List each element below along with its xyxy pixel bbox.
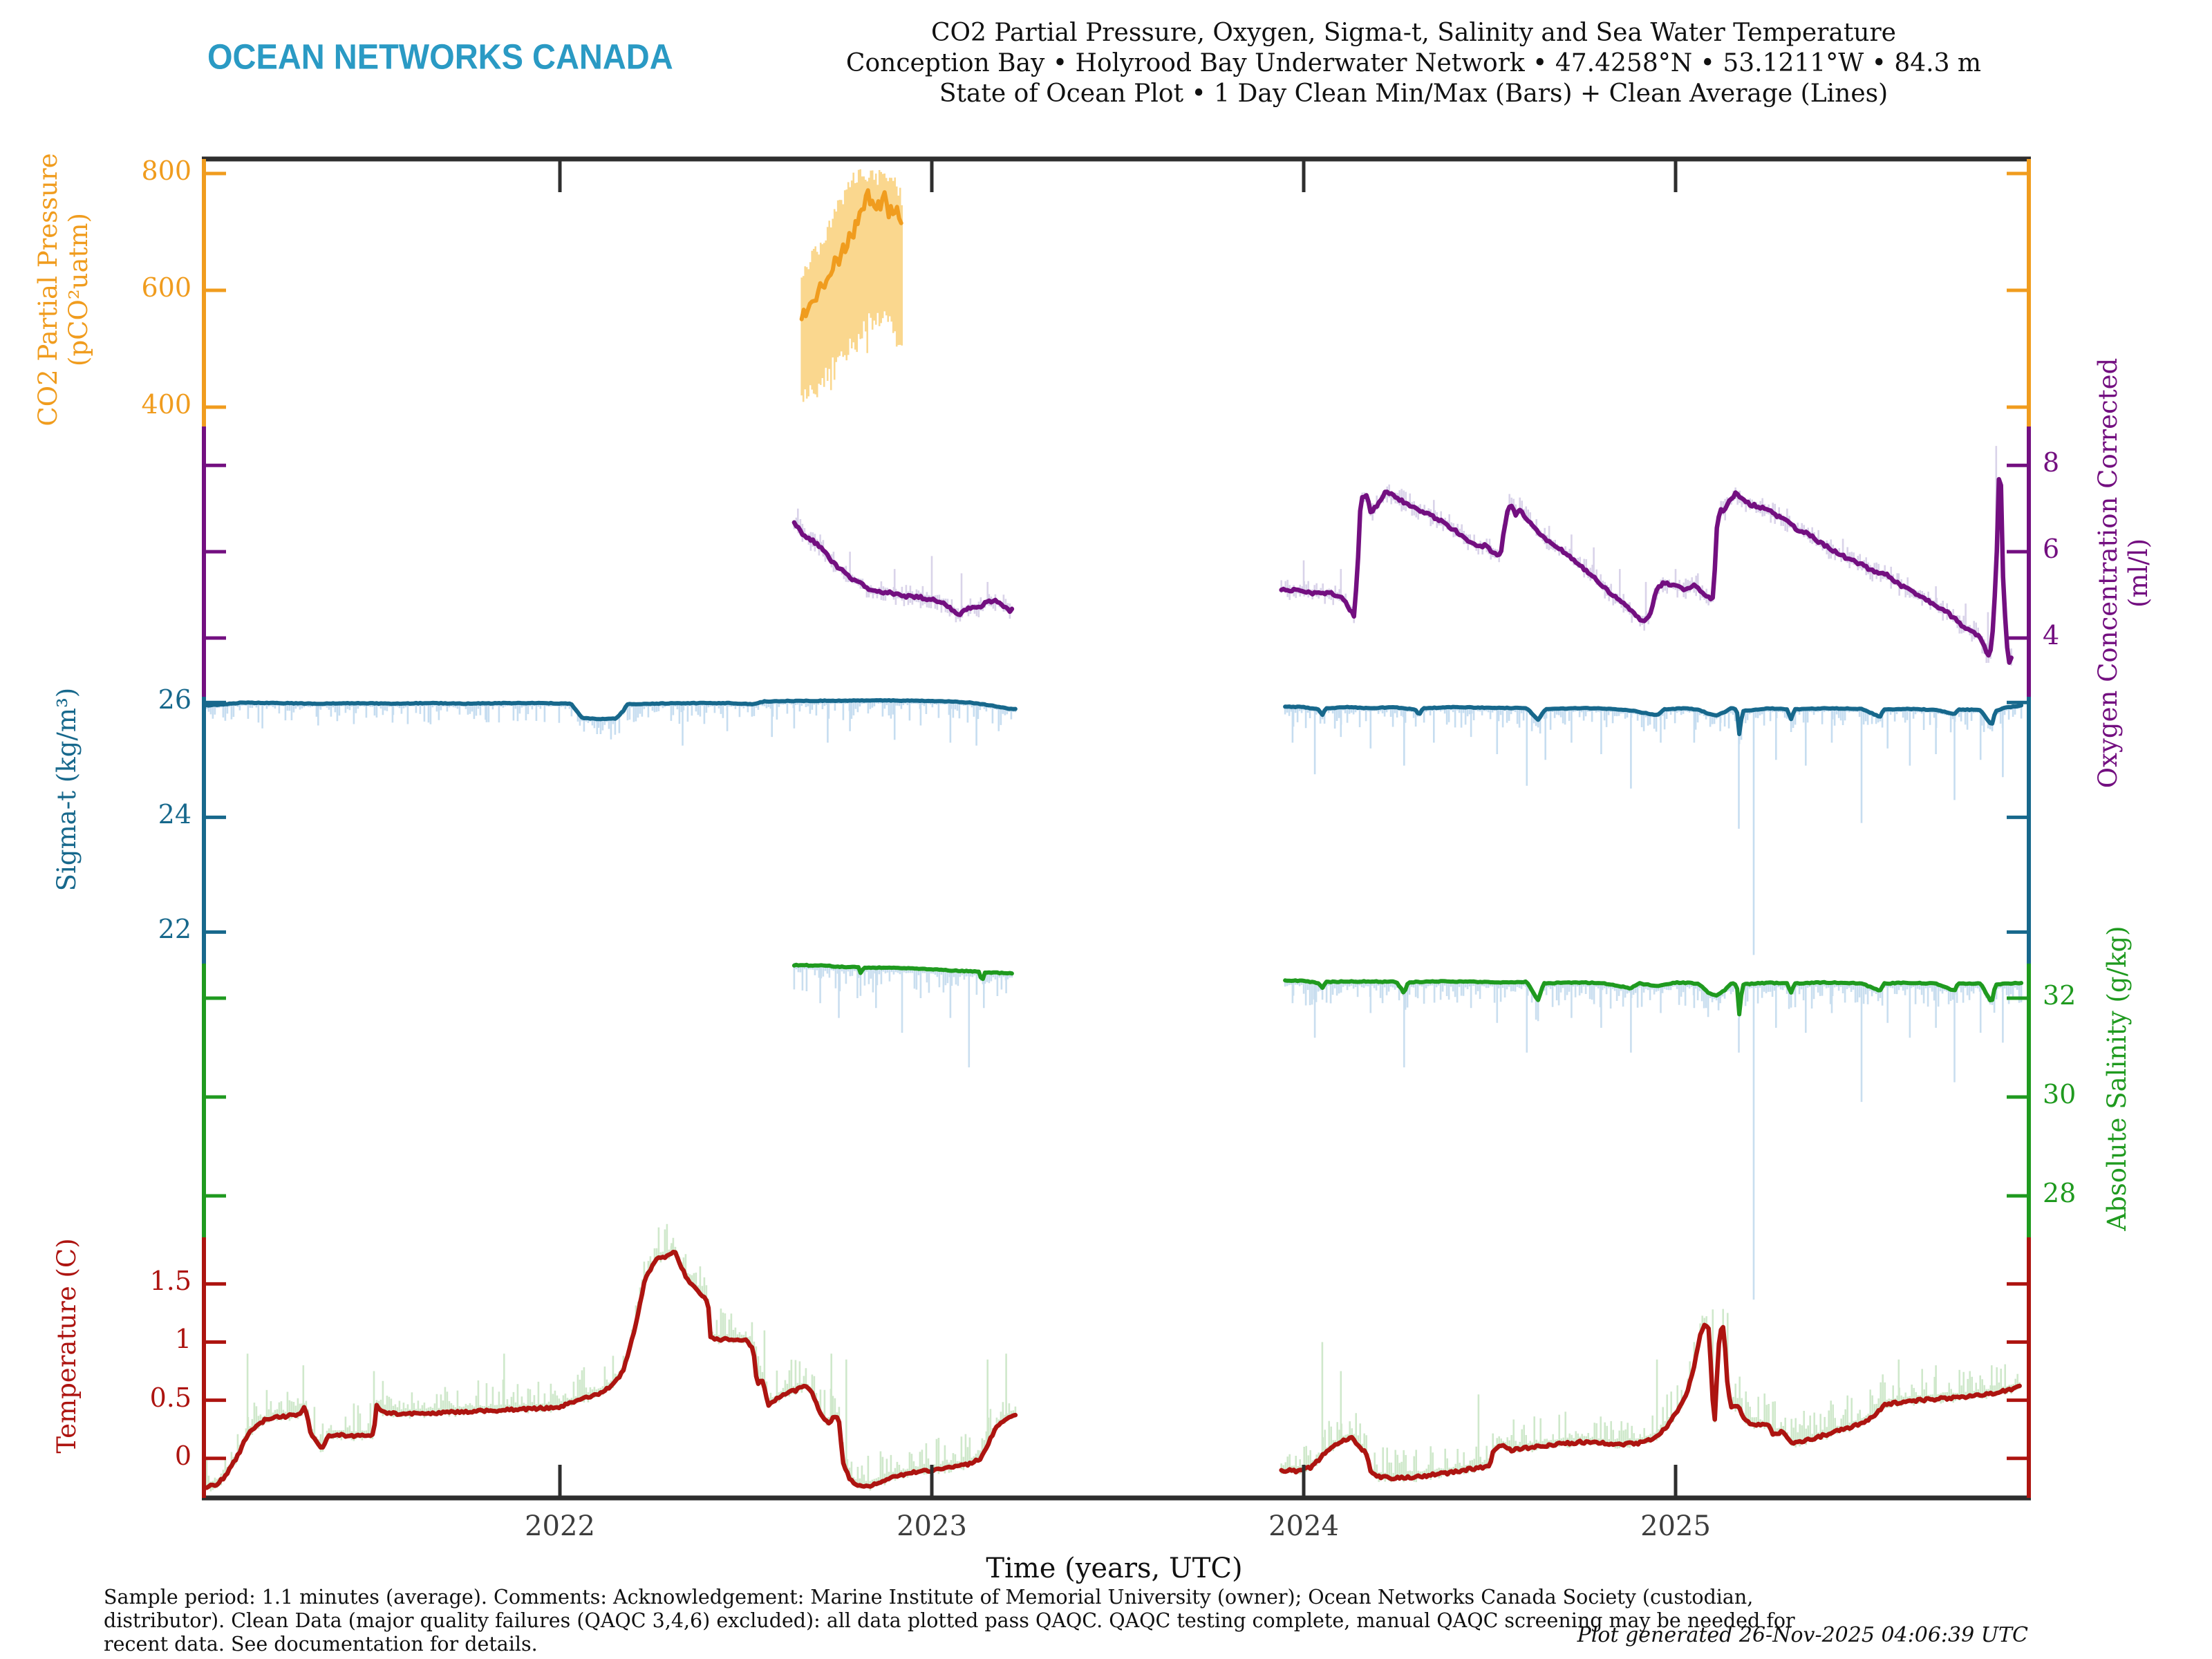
sal-axis-name: Absolute Salinity (g/kg) bbox=[2102, 926, 2132, 1231]
title-line-2: Conception Bay • Holyrood Bay Underwater… bbox=[845, 49, 1982, 77]
sigma-axis-name: Sigma-t (kg/m³) bbox=[52, 687, 82, 892]
temp-average-line bbox=[204, 1249, 1018, 1490]
temp-tick-label: 0 bbox=[174, 1440, 191, 1471]
co2-tick-label: 600 bbox=[141, 272, 191, 303]
footnote-line-2: distributor). Clean Data (major quality … bbox=[104, 1609, 1795, 1632]
sigma-tick-label: 22 bbox=[158, 914, 191, 945]
plot-title: CO2 Partial Pressure, Oxygen, Sigma-t, S… bbox=[722, 18, 2105, 109]
ocean-networks-canada-logo: OCEAN NETWORKS CANADA bbox=[207, 37, 673, 77]
x-axis-label: Time (years, UTC) bbox=[986, 1553, 1243, 1584]
title-line-1: CO2 Partial Pressure, Oxygen, Sigma-t, S… bbox=[931, 19, 1896, 47]
plot-generated-timestamp: Plot generated 26-Nov-2025 04:06:39 UTC bbox=[1577, 1623, 2028, 1647]
o2-tick-label: 4 bbox=[2043, 620, 2060, 651]
co2-average-line bbox=[799, 188, 903, 321]
footnote-line-1: Sample period: 1.1 minutes (average). Co… bbox=[104, 1586, 1754, 1609]
year-label-2025: 2025 bbox=[1640, 1510, 1711, 1542]
footnote-line-3: recent data. See documentation for detai… bbox=[104, 1633, 538, 1656]
sigma-tick-label: 24 bbox=[158, 799, 191, 830]
temp-average-line-2 bbox=[1279, 1322, 2022, 1482]
sal-average-line-2 bbox=[1283, 978, 2024, 1017]
sigma-axis-label: Sigma-t (kg/m³) bbox=[52, 596, 82, 983]
title-line-3: State of Ocean Plot • 1 Day Clean Min/Ma… bbox=[939, 79, 1888, 108]
co2-tick-label: 400 bbox=[141, 389, 191, 420]
year-label-2023: 2023 bbox=[897, 1510, 967, 1542]
sigma-average-line-2 bbox=[1283, 703, 2024, 736]
year-label-2022: 2022 bbox=[525, 1510, 595, 1542]
co2-axis-name: CO2 Partial Pressure bbox=[33, 153, 63, 427]
temp-minmax-bars bbox=[205, 1224, 2021, 1492]
o2-average-line bbox=[791, 520, 1015, 617]
temp-tick-label: 1.5 bbox=[149, 1266, 191, 1297]
temp-axis-name: Temperature (C) bbox=[52, 1238, 82, 1454]
temp-tick-label: 1 bbox=[174, 1324, 191, 1355]
temp-axis-label: Temperature (C) bbox=[52, 1173, 82, 1519]
o2-minmax-bars bbox=[793, 446, 2012, 666]
footnote: Sample period: 1.1 minutes (average). Co… bbox=[104, 1586, 1795, 1656]
sigma-minmax-bars bbox=[205, 698, 2023, 955]
temp-tick-label: 0.5 bbox=[149, 1382, 191, 1413]
co2-axis-unit: (pCO²uatm) bbox=[64, 213, 93, 366]
sal-tick-label: 32 bbox=[2043, 980, 2077, 1011]
year-label-2024: 2024 bbox=[1268, 1510, 1339, 1542]
sal-average-line bbox=[791, 962, 1014, 982]
sal-minmax-bars bbox=[793, 962, 2023, 1300]
sal-tick-label: 30 bbox=[2043, 1078, 2077, 1109]
sigma-tick-label: 26 bbox=[158, 684, 191, 715]
sal-axis-label: Absolute Salinity (g/kg) bbox=[2102, 857, 2133, 1300]
o2-average-line-2 bbox=[1279, 477, 2014, 665]
o2-tick-label: 8 bbox=[2043, 447, 2060, 478]
co2-tick-label: 800 bbox=[141, 156, 191, 187]
sal-tick-label: 28 bbox=[2043, 1177, 2077, 1208]
sigma-average-line bbox=[204, 697, 1018, 722]
co2-minmax-bars bbox=[800, 169, 903, 402]
o2-tick-label: 6 bbox=[2043, 534, 2060, 565]
co2-axis-label: CO2 Partial Pressure (pCO²uatm) bbox=[33, 62, 94, 518]
